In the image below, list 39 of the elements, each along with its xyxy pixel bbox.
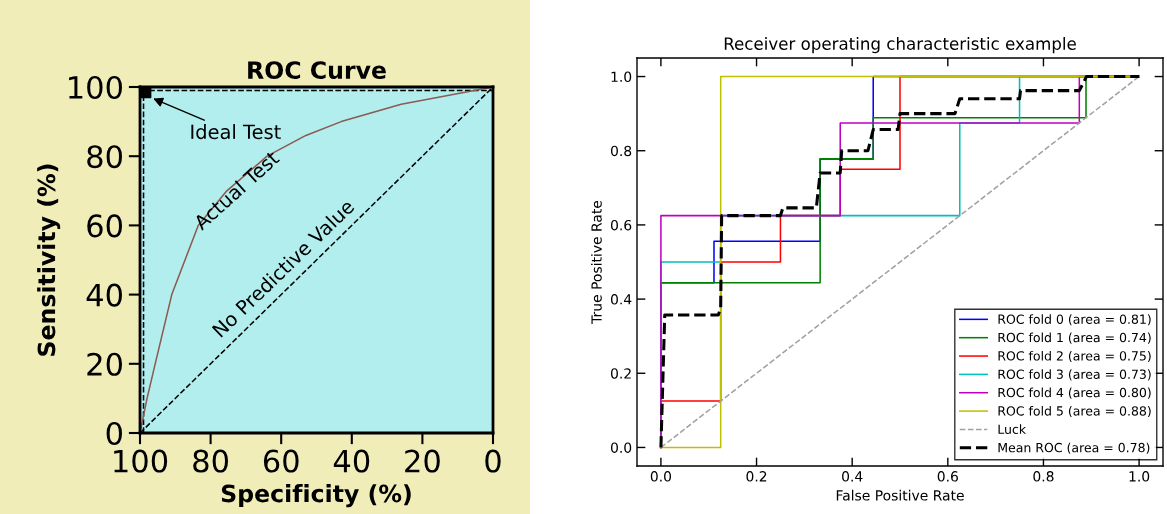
legend-label: ROC fold 3 (area = 0.73): [998, 369, 1151, 381]
x-tick-label: 0.6: [937, 471, 958, 482]
x-tick-label: 0.4: [842, 471, 863, 482]
chart-title: ROC Curve: [248, 61, 386, 79]
y-tick-label: 0: [106, 421, 122, 446]
y-axis-title: True Positive Rate: [591, 200, 602, 324]
annotation: Ideal Test: [191, 124, 281, 140]
chart-title: Receiver operating characteristic example: [724, 37, 1076, 54]
x-axis-title: False Positive Rate: [836, 489, 964, 501]
y-tick-label: 0.6: [610, 219, 632, 231]
x-tick-label: 0.2: [746, 471, 767, 482]
legend-label: Luck: [998, 424, 1027, 434]
x-tick-label: 0.8: [1033, 471, 1054, 482]
y-tick-label: 1.0: [611, 71, 632, 83]
y-tick-label: 100: [69, 75, 122, 100]
x-tick-label: 60: [263, 449, 299, 473]
y-tick-label: 0.0: [610, 442, 632, 453]
y-tick-label: 80: [87, 145, 122, 169]
legend-label: ROC fold 5 (area = 0.88): [998, 405, 1151, 418]
legend-label: ROC fold 4 (area = 0.80): [998, 387, 1151, 399]
y-tick-label: 40: [86, 283, 122, 307]
x-tick-label: 20: [405, 449, 440, 473]
legend-label: ROC fold 2 (area = 0.75): [998, 350, 1151, 363]
legend-label: Mean ROC (area = 0.78): [998, 442, 1150, 454]
x-tick-label: 80: [193, 449, 229, 473]
y-tick-label: 0.2: [610, 368, 631, 379]
y-tick-label: 0.4: [610, 294, 632, 305]
x-tick-label: 100: [114, 449, 168, 473]
y-tick-label: 60: [87, 214, 122, 238]
y-tick-label: 0.8: [610, 145, 632, 157]
x-axis-title: Specificity (%): [221, 484, 411, 508]
y-tick-label: 20: [87, 352, 122, 376]
legend-label: ROC fold 1 (area = 0.74): [998, 332, 1151, 344]
y-axis-title: Sensitivity (%): [37, 164, 61, 356]
legend-label: ROC fold 0 (area = 0.81): [998, 314, 1151, 326]
x-tick-label: 0.0: [650, 471, 672, 482]
x-tick-label: 1.0: [1129, 471, 1150, 482]
x-tick-label: 0: [485, 449, 501, 473]
x-tick-label: 40: [333, 449, 370, 473]
